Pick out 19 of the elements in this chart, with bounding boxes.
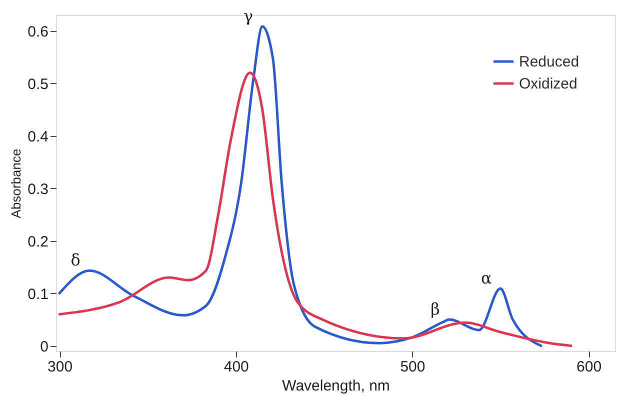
y-tick-label: 0.6 [28,23,48,40]
annotation: α [480,268,492,288]
legend-label: Oxidized [519,76,578,92]
annotation: β [430,300,440,318]
y-axis-title: Absorbance [8,148,24,218]
annotation: γ [244,6,254,26]
x-tick-label: 600 [576,358,602,376]
y-tick-label: 0.3 [28,180,48,198]
y-tick-label: 0.5 [28,76,48,93]
x-tick-label: 400 [224,358,249,376]
y-tick-label: 0.4 [28,128,48,146]
y-tick-label: 0 [40,338,48,356]
y-tick-label: 0.1 [28,286,48,303]
annotation: δ [70,250,80,270]
y-tick-label: 0.2 [28,233,48,250]
legend-label: Reduced [519,54,580,70]
x-tick-label: 300 [48,358,73,376]
x-axis-title: Wavelength, nm [282,378,390,394]
x-tick-label: 500 [400,358,426,376]
